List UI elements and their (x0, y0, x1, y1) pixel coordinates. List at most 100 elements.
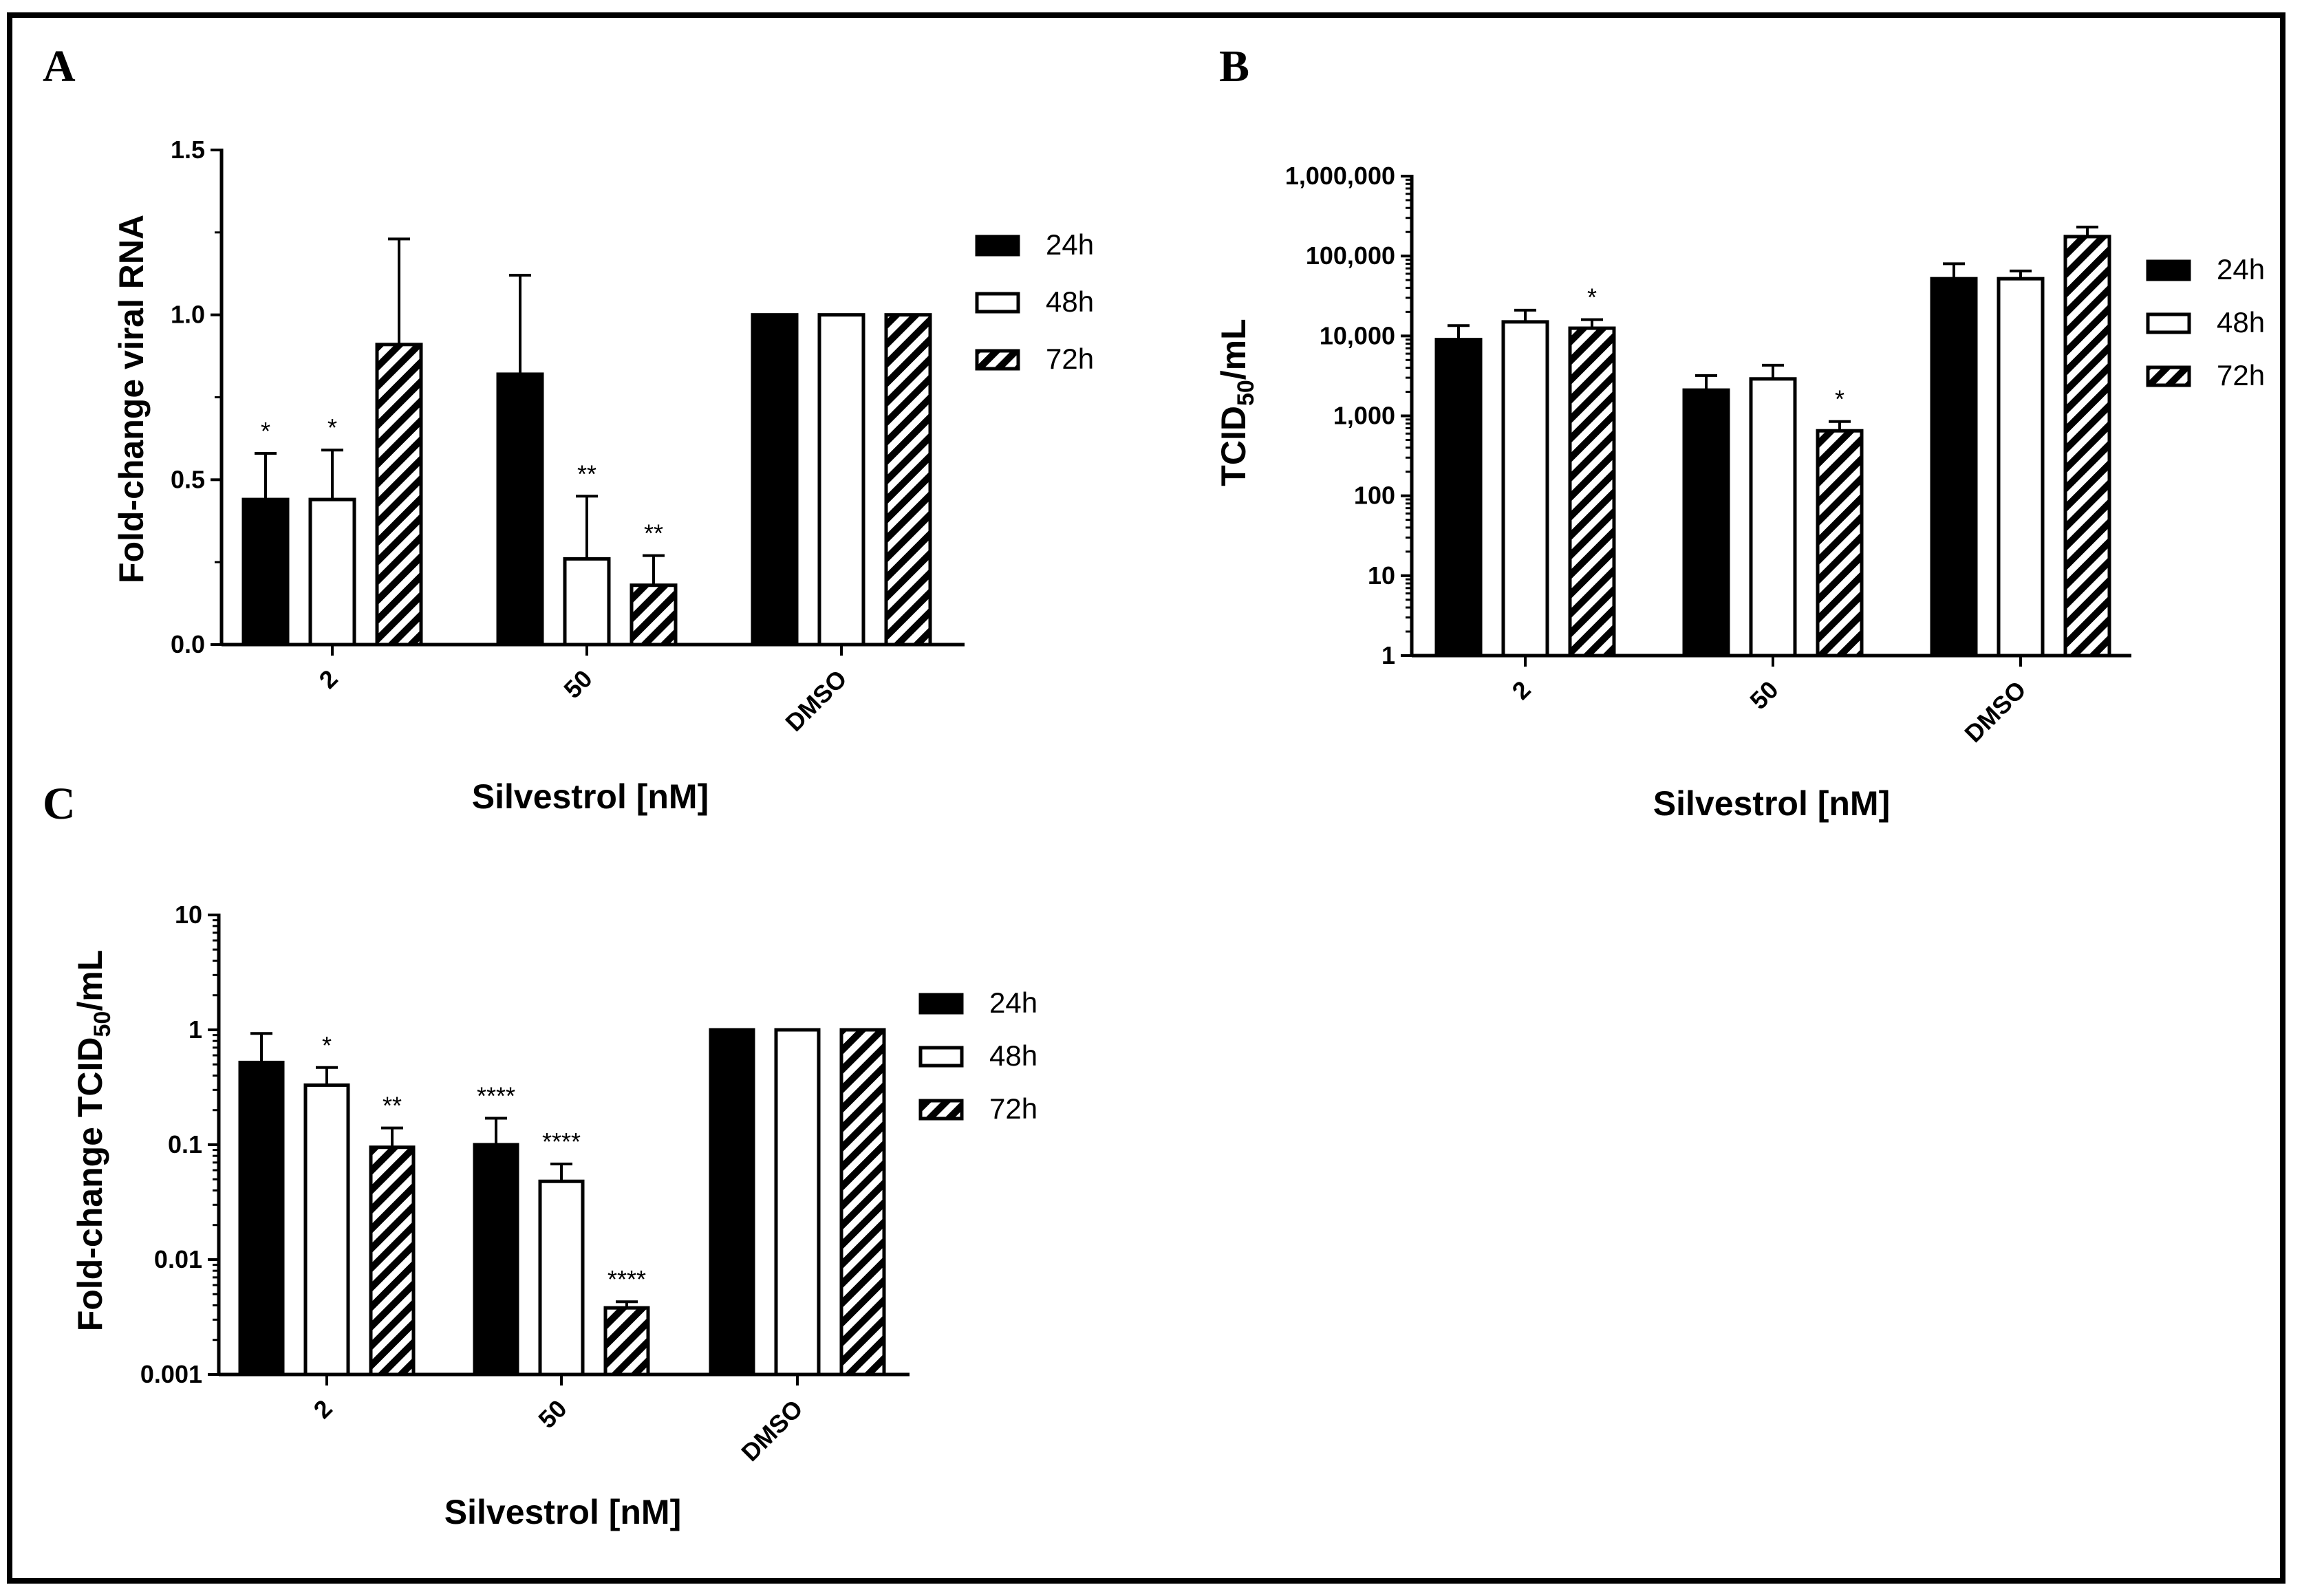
bar-a-48h-50 (563, 557, 611, 647)
significance-marker-c: **** (542, 1128, 581, 1156)
significance-marker-c: **** (477, 1082, 515, 1110)
bar-a-48h-DMSO (817, 313, 865, 647)
legend-label-c-48h: 48h (989, 1039, 1037, 1072)
legend-swatch-a-72h (975, 349, 1020, 371)
bar-c-24h-2 (238, 1060, 285, 1377)
legend-swatch-c-72h (918, 1099, 964, 1121)
bar-a-48h-2 (308, 497, 356, 647)
y-tick-label-a: 1.5 (171, 136, 205, 164)
y-axis-label-c-sub: 50 (89, 1011, 116, 1037)
bar-a-24h-2 (241, 497, 290, 647)
bar-c-72h-DMSO (839, 1028, 886, 1377)
x-category-label-c: 2 (308, 1394, 338, 1424)
y-tick-label-b: 10 (1368, 561, 1395, 590)
y-tick-label-b: 100,000 (1306, 241, 1395, 270)
significance-marker-a: * (261, 417, 270, 445)
legend-c: 24h 48h 72h (918, 986, 1037, 1125)
x-category-label-b: 2 (1507, 676, 1536, 705)
x-category-label-c: DMSO (735, 1394, 808, 1467)
bar-c-24h-50 (473, 1143, 519, 1377)
bar-b-72h-DMSO (2063, 235, 2111, 658)
y-tick-label-c: 0.1 (168, 1130, 202, 1158)
legend-label-c-72h: 72h (989, 1092, 1037, 1125)
panel-label-c: C (43, 779, 76, 829)
y-tick-label-b: 10,000 (1320, 321, 1395, 349)
x-category-label-a: 2 (314, 665, 343, 694)
y-tick-label-c: 0.01 (154, 1245, 202, 1273)
bar-c-48h-DMSO (774, 1028, 821, 1377)
significance-marker-a: ** (644, 519, 663, 548)
bar-a-72h-50 (630, 583, 678, 647)
legend-label-a-24h: 24h (1046, 228, 1094, 261)
bar-b-48h-DMSO (1997, 277, 2045, 658)
x-axis-label-a: Silvestrol [nM] (472, 777, 709, 816)
bar-a-24h-DMSO (751, 313, 799, 647)
legend-swatch-b-24h (2146, 259, 2191, 281)
y-tick-label-c: 10 (175, 901, 202, 929)
figure-frame (7, 12, 2285, 1584)
significance-marker-a: * (327, 413, 337, 442)
y-axis-label-c-main: Fold-change TCID (71, 1037, 109, 1331)
legend-label-c-24h: 24h (989, 986, 1037, 1019)
x-category-label-a: 50 (558, 665, 597, 704)
bar-b-72h-50 (1816, 429, 1864, 658)
significance-marker-c: ** (383, 1092, 402, 1120)
y-tick-label-b: 100 (1354, 482, 1395, 510)
significance-marker-b: * (1587, 283, 1597, 312)
y-tick-label-a: 0.0 (171, 630, 205, 658)
bar-b-48h-50 (1749, 377, 1797, 658)
plot-area-a: 0.00.51.01.5* *2****50 DMSO (171, 136, 965, 737)
legend-swatch-b-48h (2146, 312, 2191, 334)
panel-label-a: A (43, 41, 76, 91)
bar-b-24h-50 (1682, 388, 1730, 658)
bar-c-72h-50 (603, 1306, 650, 1377)
legend-swatch-c-24h (918, 993, 964, 1015)
bar-c-24h-DMSO (709, 1028, 755, 1377)
significance-marker-b: * (1835, 385, 1844, 413)
y-axis-label-b-main: TCID (1214, 406, 1253, 486)
legend-label-b-24h: 24h (2217, 253, 2265, 285)
legend-label-a-72h: 72h (1046, 343, 1094, 375)
y-axis-label-b-sub: 50 (1233, 380, 1259, 406)
y-axis-label-a: Fold-change viral RNA (112, 215, 151, 583)
legend-swatch-b-72h (2146, 365, 2191, 387)
y-tick-label-b: 1,000 (1333, 402, 1395, 430)
bar-a-72h-DMSO (884, 313, 932, 647)
bar-c-48h-2 (303, 1083, 350, 1377)
x-category-label-a: DMSO (779, 665, 852, 737)
y-tick-label-b: 1,000,000 (1285, 162, 1395, 190)
legend-label-a-48h: 48h (1046, 285, 1094, 318)
bar-c-48h-50 (538, 1179, 585, 1377)
chart-panel-c: C Fold-change TCID50/mL Silvestrol [nM] … (43, 779, 1037, 1531)
significance-marker-c: * (322, 1031, 332, 1059)
chart-panel-a: A Fold-change viral RNA Silvestrol [nM] … (43, 41, 1094, 816)
bar-a-72h-2 (375, 343, 423, 647)
x-category-label-b: DMSO (1959, 676, 2031, 748)
legend-label-b-72h: 72h (2217, 359, 2265, 391)
x-category-label-b: 50 (1744, 676, 1783, 715)
y-axis-label-c-tail: /mL (71, 950, 109, 1011)
y-tick-label-c: 1 (189, 1015, 202, 1044)
y-tick-label-a: 1.0 (171, 301, 205, 329)
legend-a: 24h 48h 72h (975, 228, 1094, 375)
bar-c-72h-2 (369, 1145, 416, 1377)
significance-marker-a: ** (577, 460, 596, 488)
x-axis-label-b: Silvestrol [nM] (1653, 784, 1890, 823)
legend-label-b-48h: 48h (2217, 306, 2265, 338)
bar-b-72h-2 (1568, 326, 1616, 658)
bar-a-24h-50 (496, 372, 544, 647)
legend-b: 24h 48h 72h (2146, 253, 2265, 391)
y-tick-label-b: 1 (1381, 641, 1395, 669)
bar-b-24h-DMSO (1930, 277, 1978, 658)
y-axis-label-b: TCID50/mL (1214, 319, 1259, 486)
x-axis-label-c: Silvestrol [nM] (444, 1493, 681, 1531)
y-axis-label-b-tail: /mL (1214, 319, 1253, 380)
panel-label-b: B (1219, 41, 1249, 91)
bar-b-24h-2 (1434, 338, 1483, 658)
legend-swatch-a-48h (975, 292, 1020, 314)
significance-marker-c: **** (607, 1265, 646, 1293)
legend-swatch-a-24h (975, 235, 1020, 257)
chart-panel-b: B TCID50/mL Silvestrol [nM] 1101001,0001… (1214, 41, 2265, 823)
